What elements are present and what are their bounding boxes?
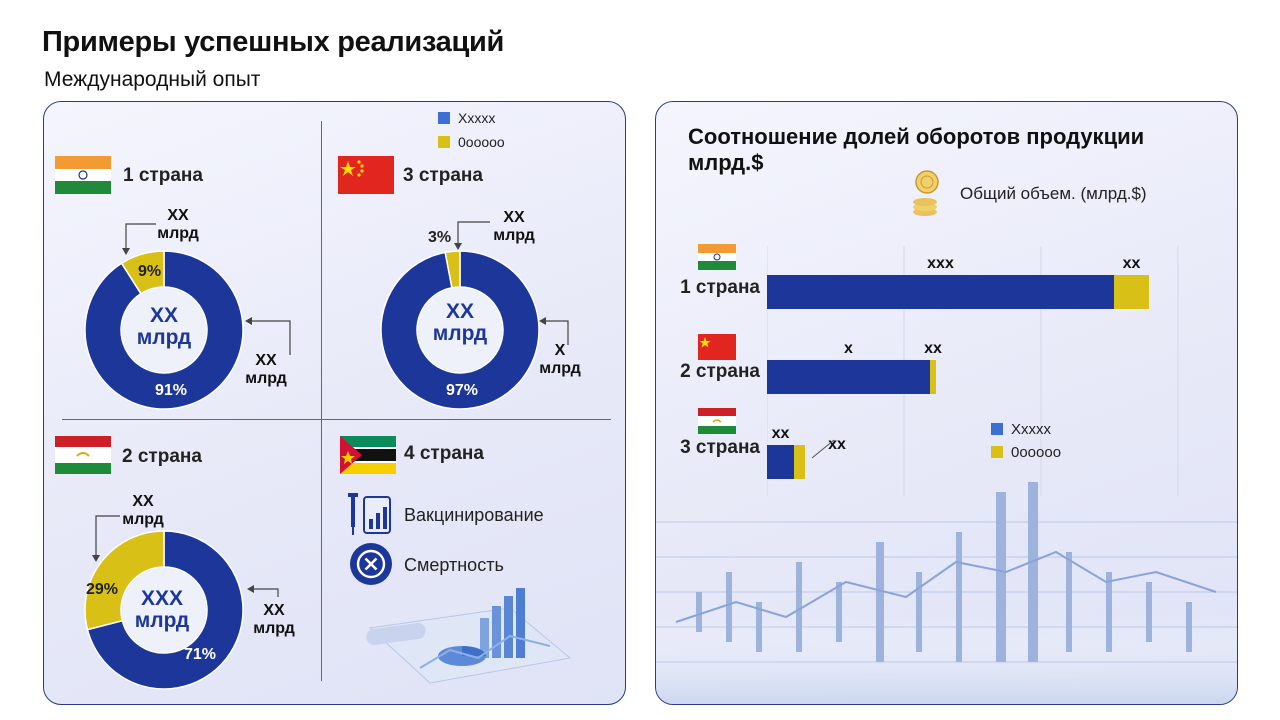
callout-arrows — [122, 223, 291, 355]
callout-arrows — [92, 515, 279, 597]
donut-center-label: XXX млрд — [134, 587, 190, 632]
pct-main: 71% — [184, 646, 217, 663]
pct-main: 91% — [155, 382, 188, 399]
donut-slice-xxxxx — [380, 250, 540, 410]
callout-right: X млрд — [539, 342, 581, 377]
bar-category-label: 3 страна — [680, 437, 760, 458]
left-legend-item-2: 0ooooo — [438, 134, 505, 150]
tajikistan-flag — [55, 436, 111, 474]
bar-data-label: xx — [772, 425, 790, 442]
donut-slice-0ooooo — [120, 250, 165, 295]
feature-vaccination: Вакцинирование — [404, 505, 544, 525]
coins-icon — [913, 170, 939, 216]
callout-right: XX млрд — [253, 602, 295, 637]
callout-top: XX млрд — [493, 209, 535, 244]
legend-label: Xxxxx — [1011, 421, 1052, 438]
donut-hole — [122, 288, 206, 372]
bar-segment-xxxxx — [767, 445, 794, 479]
india-flag — [55, 156, 111, 194]
country-name: 1 страна — [123, 165, 203, 186]
right-legend-item-2: 0ooooo — [991, 444, 1061, 461]
china-flag — [698, 334, 736, 360]
donut-chart-1 — [84, 250, 244, 410]
bar-data-label: xx — [1123, 255, 1141, 272]
bar-data-label: xx — [924, 340, 942, 357]
donut-slice-0ooooo — [84, 530, 165, 631]
donut-slice-xxxxx — [86, 530, 244, 690]
donut-hole — [122, 568, 206, 652]
donut-hole — [418, 288, 502, 372]
legend-label: 0ooooo — [1011, 444, 1062, 461]
label-leader-line — [811, 439, 835, 459]
pct-second: 29% — [86, 581, 119, 598]
financial-background-image — [656, 472, 1237, 704]
yellow-swatch — [438, 136, 450, 148]
right-legend-item-1: Xxxxx — [991, 421, 1051, 438]
country-name: 3 страна — [403, 165, 483, 186]
vaccine-chart-icon — [348, 493, 391, 535]
india-flag — [698, 244, 736, 270]
bar-segment-0ooooo — [794, 445, 805, 479]
total-volume-label: Общий объем. (млрд.$) — [960, 184, 1147, 203]
donut-slice-xxxxx — [84, 250, 244, 410]
horizontal-divider — [62, 419, 611, 420]
callout-arrows — [454, 221, 569, 345]
bar-data-label: x — [844, 340, 853, 357]
callout-top: XX млрд — [157, 207, 199, 242]
mozambique-flag — [340, 436, 396, 474]
donut-slice-0ooooo — [444, 250, 461, 289]
donut-center-label: XX млрд — [432, 300, 488, 345]
donut-center-label: XX млрд — [136, 304, 192, 349]
bar-category-label: 2 страна — [680, 361, 760, 382]
blue-swatch — [438, 112, 450, 124]
pct-main: 97% — [446, 382, 479, 399]
pct-second: 9% — [138, 263, 162, 280]
bar-segment-0ooooo — [1114, 275, 1149, 309]
bar-segment-xxxxx — [767, 275, 1114, 309]
callout-right: XX млрд — [245, 352, 287, 387]
bar-segment-xxxxx — [767, 360, 930, 394]
turnover-chart-title: Соотношение долей оборотов продукции млр… — [688, 124, 1145, 175]
legend-label: Xxxxx — [458, 110, 496, 126]
pct-second: 3% — [428, 229, 452, 246]
left-legend-item-1: Xxxxx — [438, 110, 495, 126]
chart-illustration-icon — [366, 588, 572, 684]
bar-category-label: 1 страна — [680, 277, 760, 298]
country-name: 4 страна — [404, 443, 484, 464]
donut-chart-2 — [84, 530, 244, 690]
turnover-chart-panel — [655, 101, 1238, 705]
donut-chart-3 — [380, 250, 540, 410]
feature-mortality: Смертность — [404, 555, 504, 575]
legend-label: 0ooooo — [458, 134, 505, 150]
callout-top: XX млрд — [122, 493, 164, 528]
page-subtitle: Международный опыт — [44, 68, 261, 91]
vertical-divider — [321, 121, 322, 681]
country-name: 2 страна — [122, 446, 202, 467]
page-title: Примеры успешных реализаций — [42, 26, 505, 58]
bar-segment-0ooooo — [930, 360, 936, 394]
blue-swatch — [991, 423, 1003, 435]
yellow-swatch — [991, 446, 1003, 458]
tajikistan-flag — [698, 408, 736, 434]
bar-data-label: xxx — [927, 255, 954, 272]
close-circle-icon — [350, 543, 392, 585]
china-flag — [338, 156, 394, 194]
bar-data-label: xx — [828, 436, 846, 453]
